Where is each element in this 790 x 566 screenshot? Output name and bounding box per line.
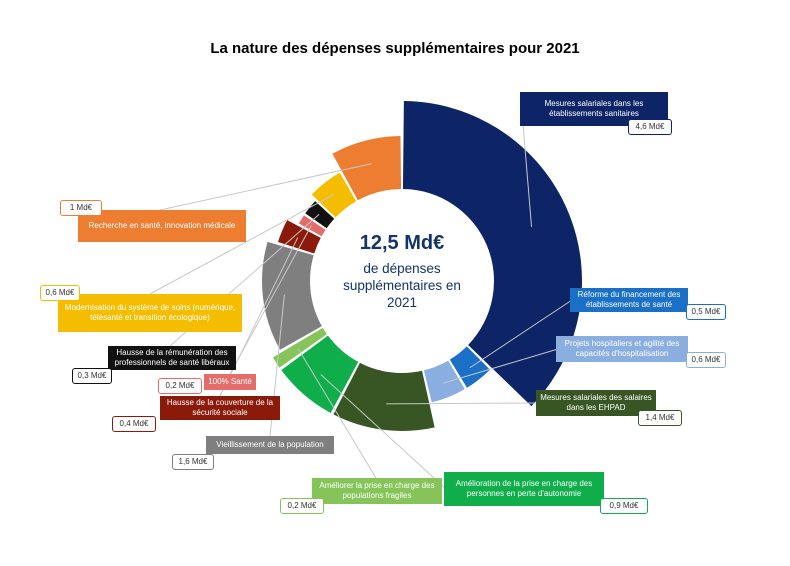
- slice-label: Réforme du financement des établissement…: [570, 288, 688, 312]
- leader-line: [320, 374, 447, 490]
- slice-value: 1,4 Md€: [638, 410, 682, 426]
- slice-value: 1,6 Md€: [172, 454, 214, 470]
- donut-slice: [332, 136, 402, 201]
- center-total: 12,5 Md€: [359, 232, 445, 254]
- slice-label: Améliorer la prise en charge des populat…: [312, 478, 442, 504]
- slice-value: 4,6 Md€: [628, 119, 672, 135]
- donut-slice: [311, 172, 357, 218]
- slice-label: Hausse de la rémunération des profession…: [108, 346, 236, 370]
- donut-slice: [262, 241, 322, 350]
- leader-line: [229, 225, 312, 375]
- center-text: de dépenses supplémentaires en 2021: [343, 261, 461, 310]
- slice-value: 0,5 Md€: [686, 304, 726, 320]
- slice-value: 0,9 Md€: [600, 498, 648, 514]
- slice-label: Modernisation du système de soins (numér…: [58, 294, 242, 332]
- leader-line: [149, 193, 335, 295]
- slice-value: 0,6 Md€: [40, 285, 80, 301]
- slice-label: Projets hospitaliers et agilité des capa…: [556, 336, 688, 362]
- donut-slice: [402, 101, 582, 407]
- donut-slice: [281, 335, 359, 413]
- leader-line: [443, 348, 559, 384]
- slice-label: 100% Santé: [204, 374, 256, 390]
- donut-slice: [298, 215, 326, 237]
- donut-slice: [277, 220, 321, 254]
- page-title: La nature des dépenses supplémentaires p…: [210, 40, 580, 57]
- slice-label: Mesures salariales des salaires dans les…: [536, 390, 656, 416]
- donut-slice: [423, 360, 465, 403]
- slice-label: Recherche en santé, innovation médicale: [78, 210, 246, 242]
- slice-label: Hausse de la couverture de la sécurité s…: [160, 396, 280, 420]
- leader-line: [469, 299, 573, 369]
- leader-line: [159, 163, 372, 211]
- leader-line: [521, 111, 533, 227]
- donut-slice: [272, 327, 327, 368]
- slice-value: 1 Md€: [60, 200, 102, 216]
- slice-value: 0,2 Md€: [280, 498, 324, 514]
- slice-value: 0,4 Md€: [112, 416, 156, 432]
- slice-value: 0,6 Md€: [686, 352, 726, 368]
- leader-line: [297, 348, 377, 479]
- leader-line: [386, 402, 539, 405]
- slice-label: Vieillissement de la population: [206, 436, 334, 454]
- donut-slice: [449, 346, 491, 388]
- slice-value: 0,2 Md€: [158, 378, 202, 394]
- donut-slice: [333, 362, 435, 431]
- slice-value: 0,3 Md€: [72, 368, 112, 384]
- donut-slice: [305, 201, 335, 229]
- slice-label: Amélioration de la prise en charge des p…: [444, 472, 604, 506]
